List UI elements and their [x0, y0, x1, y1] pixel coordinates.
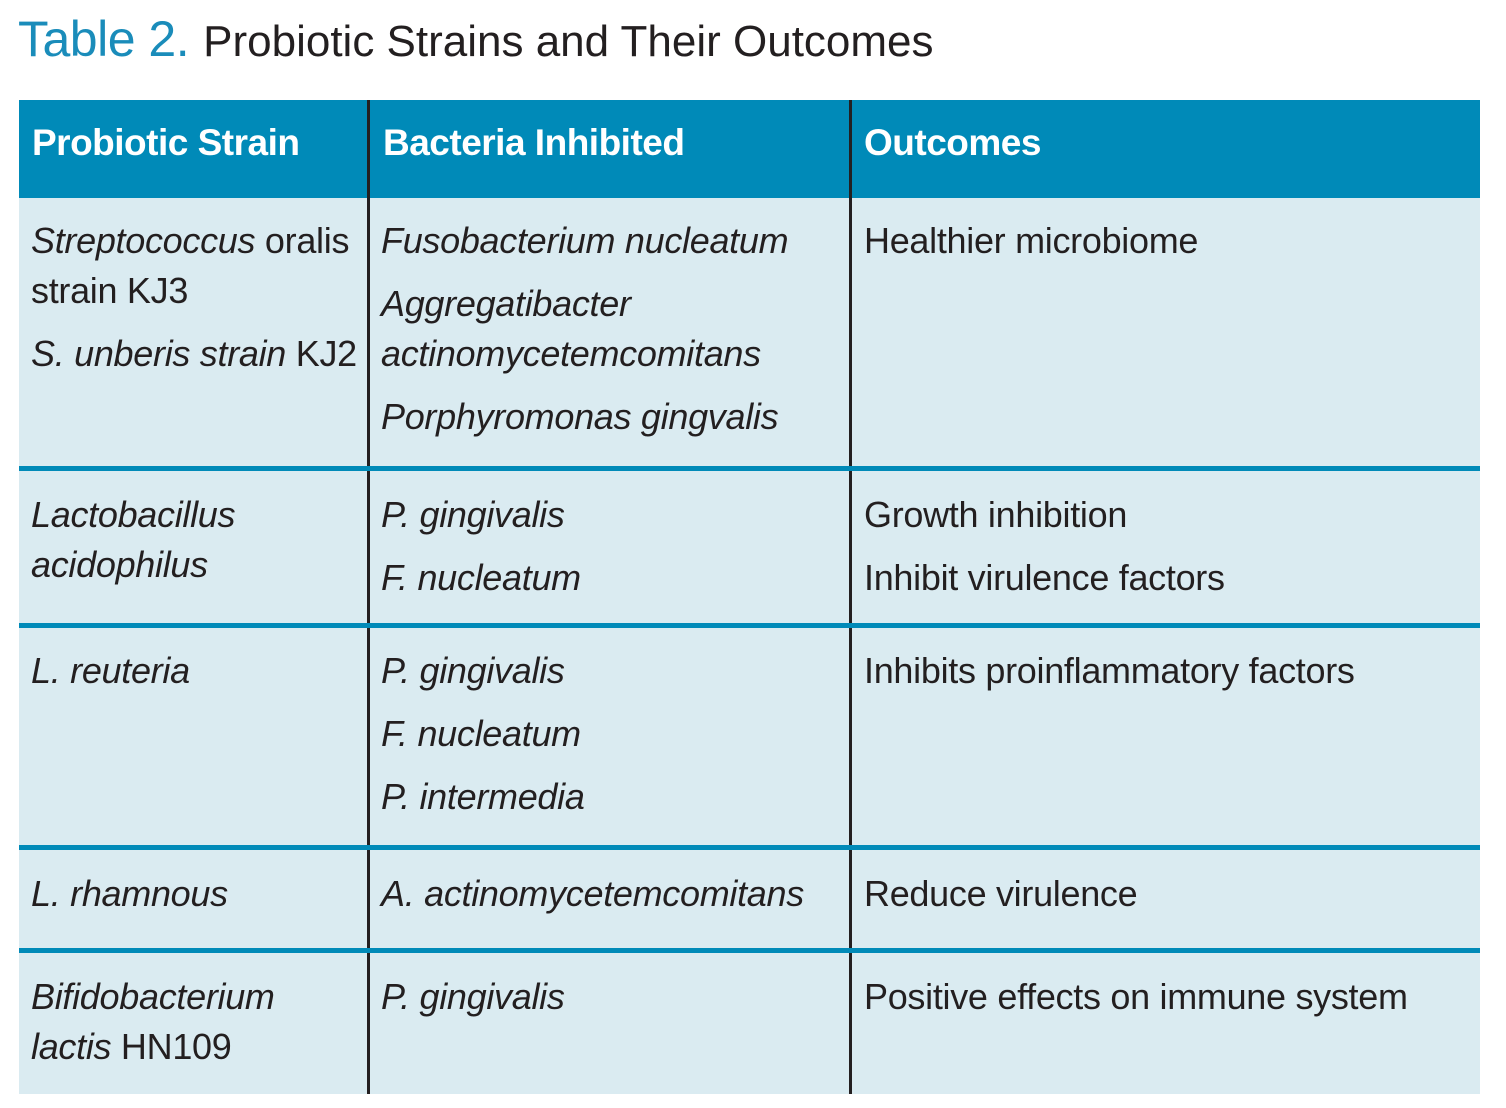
outcome-line: Inhibits proinflammatory factors [864, 650, 1355, 691]
bacteria-line: A. actinomycetemcomitans [381, 873, 804, 914]
bacteria-cell: P. gingivalis F. nucleatum [381, 490, 581, 603]
outcome-cell: Healthier microbiome [864, 216, 1198, 266]
table-number: Table 2. [18, 11, 190, 67]
bacteria-cell: Fusobacterium nucleatum Aggregatibacter … [381, 216, 789, 442]
bacteria-cell: A. actinomycetemcomitans [381, 869, 804, 919]
outcome-cell: Growth inhibition Inhibit virulence fact… [864, 490, 1225, 603]
row-divider [19, 845, 1480, 850]
bacteria-line: actinomycetemcomitans [381, 333, 761, 374]
strain-line: acidophilus [31, 544, 208, 585]
header-bacteria-inhibited: Bacteria Inhibited [383, 122, 685, 163]
bacteria-line: F. nucleatum [381, 713, 581, 754]
row-divider [19, 948, 1480, 953]
table-header-row [19, 100, 1480, 198]
strain-line: lactis HN109 [31, 1026, 232, 1067]
strain-line: L. rhamnous [31, 873, 228, 914]
outcome-line: Growth inhibition [864, 494, 1128, 535]
bacteria-line: P. gingivalis [381, 494, 565, 535]
table-title-text: Probiotic Strains and Their Outcomes [203, 17, 934, 66]
strain-line: L. reuteria [31, 650, 190, 691]
bacteria-cell: P. gingivalis [381, 972, 565, 1022]
strain-cell: Bifidobacterium lactis HN109 [31, 972, 275, 1072]
strain-line: Lactobacillus [31, 494, 236, 535]
outcome-line: Positive effects on immune system [864, 976, 1408, 1017]
strain-line: S. unberis strain KJ2 [31, 333, 357, 374]
column-divider [367, 100, 370, 1094]
strain-line: strain KJ3 [31, 270, 189, 311]
bacteria-cell: P. gingivalis F. nucleatum P. intermedia [381, 646, 585, 822]
outcome-line: Inhibit virulence factors [864, 557, 1225, 598]
bacteria-line: P. gingivalis [381, 976, 565, 1017]
table-title: Table 2. Probiotic Strains and Their Outc… [18, 14, 934, 64]
strain-cell: L. reuteria [31, 646, 190, 696]
strain-line: Streptococcus oralis [31, 220, 350, 261]
bacteria-line: Fusobacterium nucleatum [381, 220, 789, 261]
outcome-line: Healthier microbiome [864, 220, 1199, 261]
strain-cell: L. rhamnous [31, 869, 228, 919]
outcome-line: Reduce virulence [864, 873, 1138, 914]
bacteria-line: Porphyromonas gingvalis [381, 396, 779, 437]
bacteria-line: P. intermedia [381, 776, 585, 817]
header-outcomes: Outcomes [864, 122, 1041, 163]
strain-cell: Streptococcus oralis strain KJ3 S. unber… [31, 216, 357, 379]
row-divider [19, 623, 1480, 628]
row-divider [19, 466, 1480, 471]
probiotic-table: Probiotic Strain Bacteria Inhibited Outc… [19, 100, 1480, 1094]
outcome-cell: Inhibits proinflammatory factors [864, 646, 1355, 696]
header-probiotic-strain: Probiotic Strain [32, 122, 300, 163]
bacteria-line: F. nucleatum [381, 557, 581, 598]
bacteria-line: P. gingivalis [381, 650, 565, 691]
outcome-cell: Positive effects on immune system [864, 972, 1408, 1022]
strain-line: Bifidobacterium [31, 976, 275, 1017]
column-divider [849, 100, 852, 1094]
bacteria-line: Aggregatibacter [381, 283, 631, 324]
outcome-cell: Reduce virulence [864, 869, 1138, 919]
strain-cell: Lactobacillus acidophilus [31, 490, 236, 590]
